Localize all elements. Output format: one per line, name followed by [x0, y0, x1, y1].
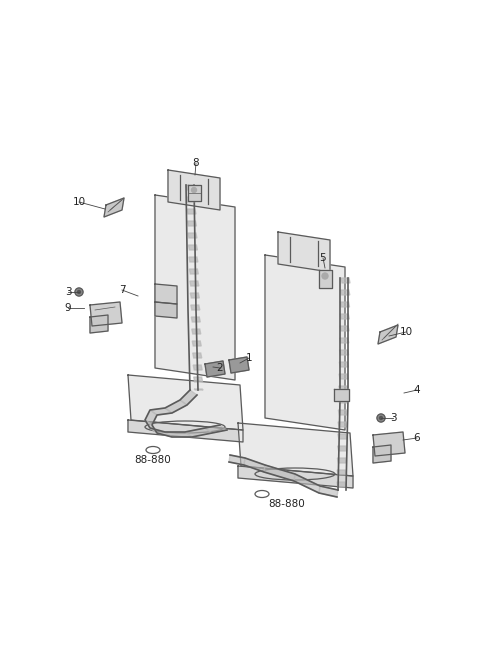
- Polygon shape: [187, 221, 196, 226]
- Polygon shape: [339, 374, 348, 379]
- Text: 3: 3: [390, 413, 396, 423]
- Polygon shape: [194, 389, 203, 390]
- Polygon shape: [193, 365, 202, 370]
- Polygon shape: [294, 474, 320, 493]
- Text: 1: 1: [246, 353, 252, 363]
- Polygon shape: [190, 293, 199, 298]
- Text: 10: 10: [72, 197, 85, 207]
- Polygon shape: [265, 255, 345, 430]
- Polygon shape: [90, 315, 108, 333]
- Text: 88-880: 88-880: [269, 499, 305, 509]
- Polygon shape: [244, 458, 265, 472]
- Polygon shape: [340, 338, 349, 343]
- Polygon shape: [229, 455, 245, 465]
- Text: 8: 8: [192, 158, 199, 168]
- Text: 3: 3: [65, 287, 72, 297]
- Ellipse shape: [77, 291, 81, 293]
- Polygon shape: [192, 353, 202, 358]
- Text: 2: 2: [216, 363, 223, 373]
- Ellipse shape: [75, 288, 83, 296]
- Polygon shape: [192, 329, 201, 334]
- Ellipse shape: [192, 188, 196, 192]
- Polygon shape: [264, 465, 295, 481]
- Polygon shape: [337, 470, 346, 475]
- Polygon shape: [205, 361, 225, 377]
- Polygon shape: [338, 398, 348, 403]
- Polygon shape: [145, 410, 157, 425]
- Polygon shape: [341, 278, 350, 283]
- Polygon shape: [191, 305, 200, 310]
- Polygon shape: [168, 170, 220, 210]
- Polygon shape: [155, 302, 177, 318]
- Polygon shape: [185, 428, 212, 437]
- Polygon shape: [150, 428, 172, 437]
- Text: 10: 10: [399, 327, 413, 337]
- Polygon shape: [186, 197, 195, 202]
- Polygon shape: [340, 302, 349, 307]
- Polygon shape: [150, 408, 172, 415]
- Polygon shape: [189, 257, 198, 262]
- Ellipse shape: [377, 414, 385, 422]
- Polygon shape: [155, 195, 235, 380]
- Polygon shape: [186, 185, 195, 190]
- Polygon shape: [338, 434, 347, 439]
- Text: 6: 6: [414, 433, 420, 443]
- Polygon shape: [341, 290, 350, 295]
- Text: 7: 7: [119, 285, 125, 295]
- Polygon shape: [319, 486, 338, 497]
- Ellipse shape: [322, 273, 328, 279]
- Polygon shape: [191, 317, 200, 322]
- Polygon shape: [238, 466, 353, 488]
- Polygon shape: [155, 284, 177, 304]
- Polygon shape: [189, 269, 198, 274]
- Polygon shape: [334, 389, 349, 401]
- Polygon shape: [337, 458, 347, 463]
- Polygon shape: [190, 281, 199, 286]
- Polygon shape: [319, 270, 332, 288]
- Polygon shape: [378, 325, 398, 344]
- Polygon shape: [340, 326, 349, 331]
- Polygon shape: [238, 423, 353, 476]
- Polygon shape: [229, 357, 249, 373]
- Text: 5: 5: [320, 253, 326, 263]
- Polygon shape: [192, 341, 201, 346]
- Polygon shape: [128, 375, 243, 430]
- Polygon shape: [180, 390, 197, 405]
- Polygon shape: [338, 422, 347, 427]
- Text: 4: 4: [414, 385, 420, 395]
- Polygon shape: [339, 386, 348, 391]
- Polygon shape: [194, 377, 203, 382]
- Ellipse shape: [380, 417, 383, 419]
- Polygon shape: [165, 432, 192, 437]
- Polygon shape: [165, 400, 187, 413]
- Polygon shape: [340, 314, 349, 319]
- Polygon shape: [337, 446, 347, 451]
- Polygon shape: [337, 482, 346, 487]
- Polygon shape: [339, 350, 348, 355]
- Polygon shape: [339, 362, 348, 367]
- Text: 9: 9: [65, 303, 72, 313]
- Polygon shape: [278, 232, 330, 272]
- Polygon shape: [188, 185, 201, 201]
- Polygon shape: [373, 432, 405, 456]
- Polygon shape: [187, 209, 196, 214]
- Polygon shape: [188, 233, 197, 238]
- Polygon shape: [338, 410, 348, 415]
- Polygon shape: [188, 245, 197, 250]
- Polygon shape: [145, 420, 157, 433]
- Polygon shape: [128, 420, 243, 442]
- Polygon shape: [373, 445, 391, 463]
- Polygon shape: [90, 302, 122, 326]
- Polygon shape: [205, 425, 227, 433]
- Polygon shape: [104, 198, 124, 217]
- Text: 88-880: 88-880: [134, 455, 171, 465]
